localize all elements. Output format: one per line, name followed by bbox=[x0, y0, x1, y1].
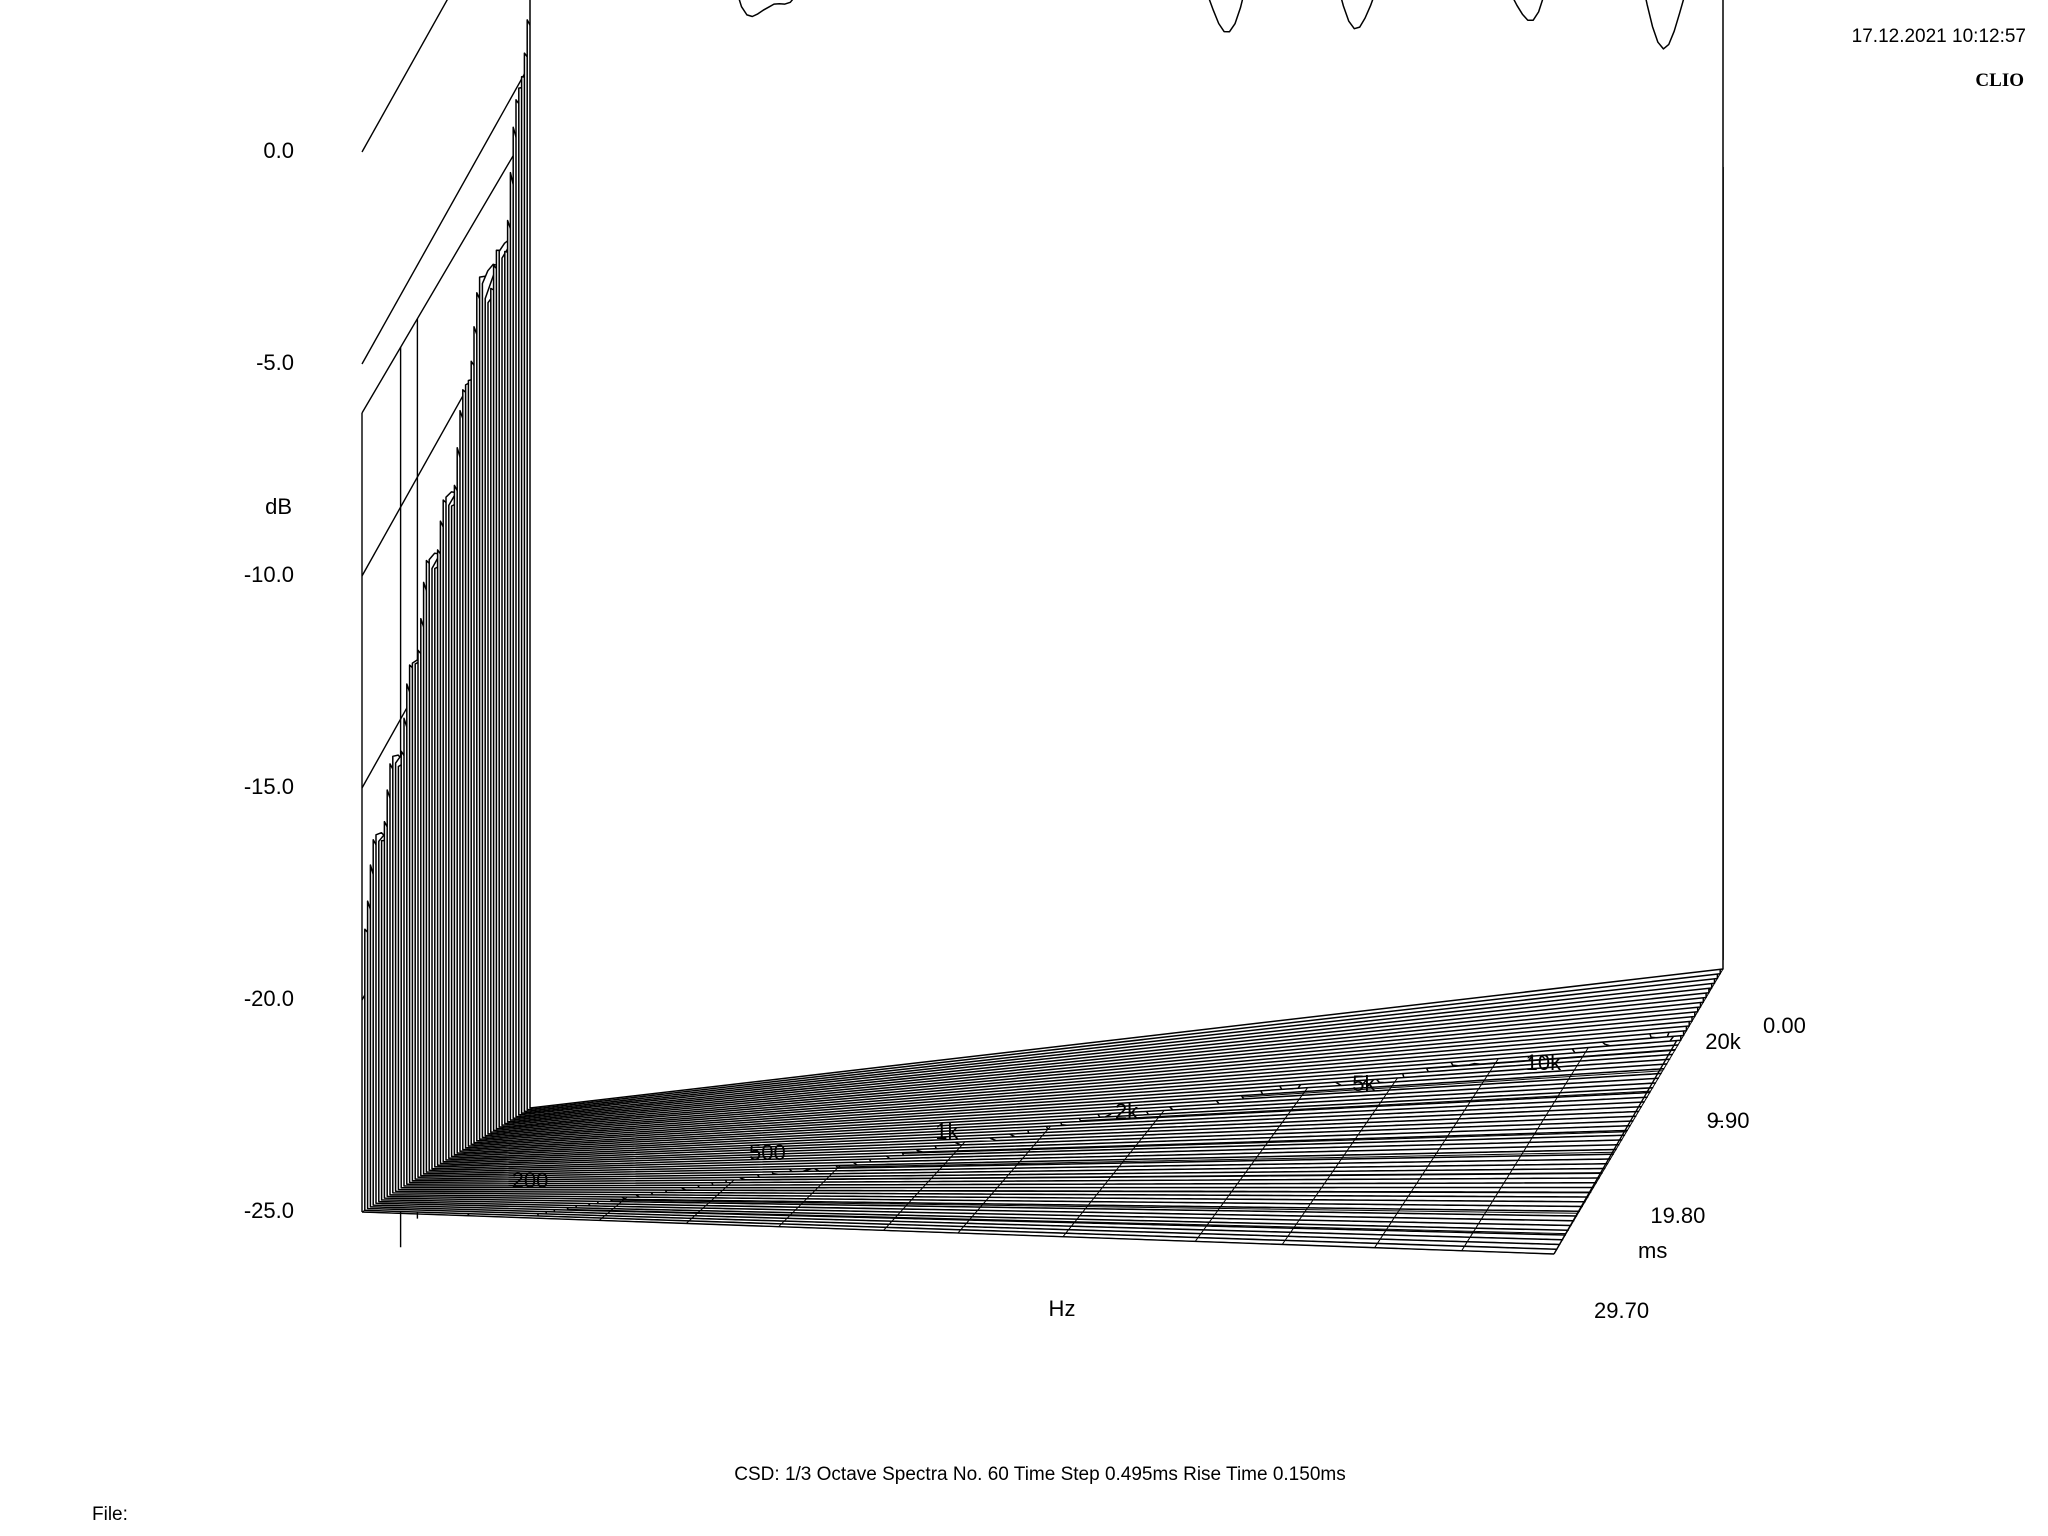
brand-logo: CLIO bbox=[1975, 70, 2024, 91]
y-tick-label: 0.0 bbox=[263, 138, 294, 163]
spectrum-slice bbox=[364, 928, 1558, 1251]
floor-grid-time-line bbox=[361, 1211, 1555, 1255]
z-tick-label: 9.90 bbox=[1706, 1108, 1750, 1133]
y-axis-label: dB bbox=[265, 494, 292, 519]
left-wall-level-line bbox=[361, 63, 531, 365]
x-tick-label: 5k bbox=[1352, 1070, 1376, 1096]
z-tick-label: 0.00 bbox=[1763, 1013, 1806, 1038]
x-tick-label: 2k bbox=[1114, 1098, 1139, 1124]
x-tick-label: 200 bbox=[511, 1168, 549, 1193]
left-wall-level-line bbox=[361, 0, 448, 153]
spectra-group bbox=[364, 0, 1724, 1251]
y-tick-label: -20.0 bbox=[243, 986, 294, 1011]
y-tick-label: -10.0 bbox=[243, 562, 294, 587]
y-tick-label: -5.0 bbox=[256, 350, 294, 375]
footer-params: CSD: 1/3 Octave Spectra No. 60 Time Step… bbox=[734, 1464, 1346, 1485]
spectrum-slice bbox=[529, 0, 1724, 1109]
z-axis-label: ms bbox=[1638, 1238, 1668, 1263]
x-tick-label: 10k bbox=[1525, 1049, 1562, 1075]
z-tick-label: 19.80 bbox=[1650, 1203, 1706, 1228]
x-tick-label: 20k bbox=[1705, 1029, 1741, 1054]
y-tick-label: -15.0 bbox=[243, 774, 294, 799]
x-tick-label: 1k bbox=[935, 1119, 959, 1145]
timestamp: 17.12.2021 10:12:57 bbox=[1851, 26, 2026, 47]
z-tick-label: 29.70 bbox=[1594, 1298, 1650, 1323]
file-label: File: bbox=[92, 1504, 128, 1525]
frame-left-top-edge bbox=[361, 126, 531, 414]
x-axis-label: Hz bbox=[1048, 1296, 1076, 1321]
x-tick-label: 500 bbox=[749, 1140, 786, 1166]
y-tick-label: -25.0 bbox=[243, 1198, 294, 1223]
